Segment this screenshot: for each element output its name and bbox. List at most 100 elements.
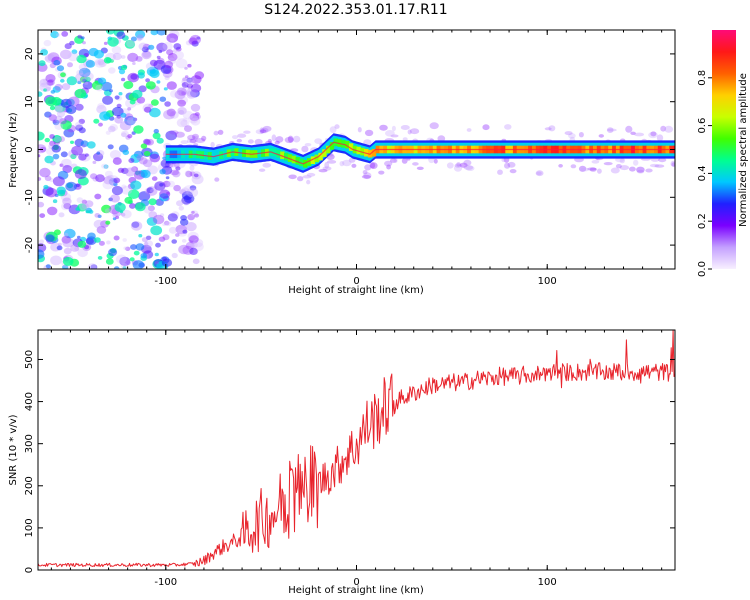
noise-blob [94,213,101,218]
noise-blob [189,171,196,177]
noise-blob [167,57,176,65]
noise-blob [167,180,175,188]
halo-blob [658,157,667,163]
noise-blob [39,213,46,219]
noise-blob [101,163,108,169]
noise-blob [81,203,89,210]
noise-blob [38,201,45,208]
noise-blob [94,80,99,84]
noise-blob [141,237,148,243]
noise-blob [122,266,127,269]
noise-blob [45,264,51,269]
noise-blob [120,130,129,138]
noise-blob [107,37,119,47]
noise-blob [93,152,104,162]
halo-blob [169,130,179,135]
noise-blob [190,210,199,217]
noise-blob [193,113,201,121]
noise-blob [120,112,127,118]
noise-blob [76,69,84,76]
noise-blob [177,99,187,107]
snr-y-label: SNR (10 * v/v) [8,414,19,485]
noise-blob [111,185,123,196]
signal-segment [356,146,361,155]
noise-blob [178,244,190,255]
noise-blob [38,91,43,97]
noise-blob [60,72,66,78]
noise-blob [133,250,140,256]
halo-blob [297,176,304,182]
halo-blob [329,126,337,134]
noise-blob [70,140,74,144]
noise-blob [104,208,112,214]
noise-blob [108,125,116,133]
noise-blob [134,202,146,212]
noise-blob [154,252,159,257]
noise-blob [156,55,161,60]
noise-blob [105,258,114,265]
noise-blob [124,196,133,204]
halo-blob [185,170,193,178]
halo-blob [504,162,511,169]
noise-blob [53,136,61,143]
noise-blob [61,31,69,37]
halo-blob [364,164,372,171]
colorbar-ticks: 0.0 0.2 0.4 0.6 0.8 [697,70,712,277]
snr-series-line [38,330,675,568]
halo-blob [389,158,397,163]
noise-blob [60,120,72,130]
noise-blob [56,65,65,72]
noise-blob [168,30,180,39]
noise-blob [127,52,139,63]
noise-blob [175,233,180,237]
noise-blob [111,46,122,54]
noise-blob [104,170,113,178]
y-tick-label: 10 [24,95,35,108]
noise-blob [182,117,188,122]
noise-blob [132,62,136,65]
noise-blob [130,221,143,231]
noise-blob [186,90,197,99]
noise-blob [121,185,133,195]
noise-blob [185,241,195,250]
noise-blob [43,39,52,47]
noise-blob [93,49,104,59]
noise-blob [135,30,146,39]
noise-blob [76,54,87,64]
noise-blob [45,96,57,107]
halo-blob [288,174,297,180]
signal-segment [303,160,308,168]
noise-blob [94,58,106,68]
noise-blob [124,113,134,121]
halo-blob [339,161,345,167]
signal-segment [345,140,350,149]
noise-blob [52,119,60,126]
noise-blob [74,121,83,129]
halo-blob [384,160,393,167]
noise-blob [190,117,201,126]
signal-segment [272,148,277,157]
signal-segment [318,152,323,161]
halo-blob [243,130,251,134]
halo-blob [195,138,206,143]
halo-blob [255,129,265,135]
noise-blob [152,214,165,225]
noise-blob [128,189,140,199]
noise-blob [87,263,97,269]
noise-blob [182,229,188,234]
halo-blob [302,175,312,179]
noise-blob [71,145,83,156]
noise-blob [163,220,170,226]
noise-blob [122,149,130,156]
halo-blob [184,170,191,177]
noise-blob [121,132,127,137]
noise-blob [183,194,195,204]
noise-blob [181,187,190,194]
noise-blob [177,107,187,115]
noise-blob [44,175,52,182]
noise-blob [49,105,56,111]
noise-blob [56,186,66,195]
noise-blob [132,260,145,269]
signal-segment [276,150,281,158]
noise-blob [158,50,163,54]
